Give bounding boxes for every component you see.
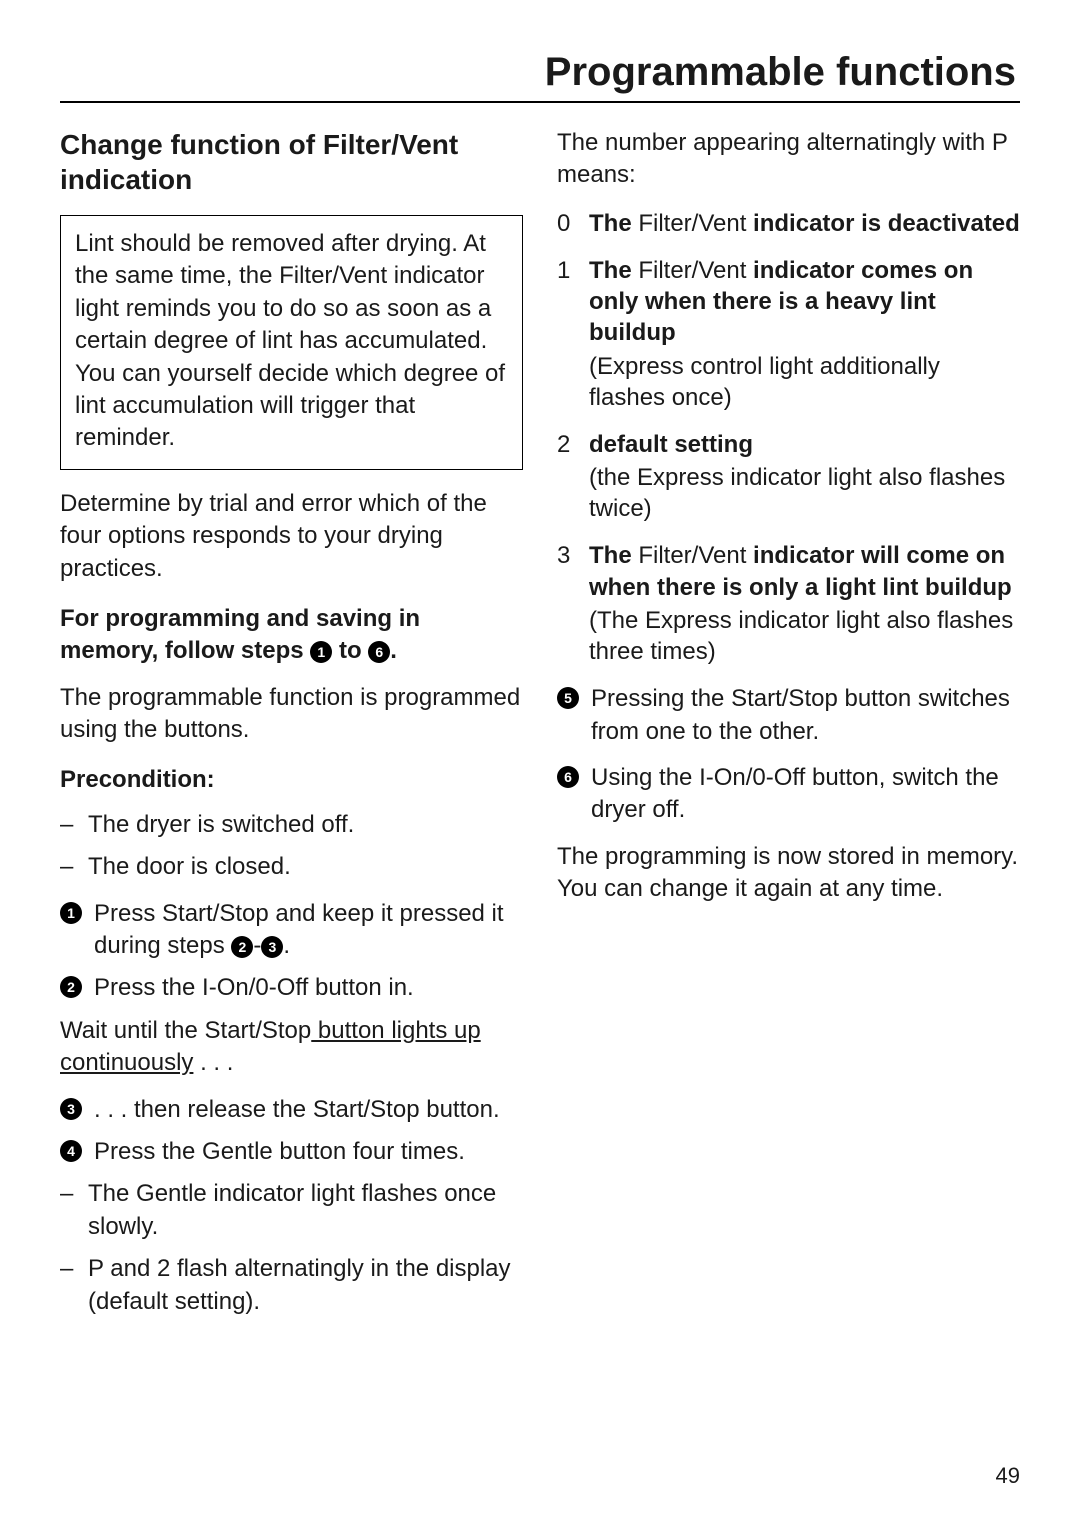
o1-sub-a: ( bbox=[589, 353, 597, 380]
start-stop-label: Start/Stop bbox=[205, 1017, 312, 1044]
filter-vent-label: Filter/Vent bbox=[638, 257, 746, 284]
right-intro: The number appearing alternatingly with … bbox=[557, 127, 1020, 192]
left-column: Change function of Filter/Vent indicatio… bbox=[60, 127, 523, 1332]
o1-a: The bbox=[589, 257, 638, 284]
o3-a: The bbox=[589, 542, 638, 569]
list-item: The dryer is switched off. bbox=[60, 809, 523, 841]
start-stop-label: Start/Stop bbox=[731, 685, 838, 712]
step-2-b: button in. bbox=[308, 974, 413, 1001]
r5-a: Pressing the bbox=[591, 685, 731, 712]
info-box-text-b: indicator light reminds you to do so as … bbox=[75, 262, 505, 451]
step-badge-2-icon: 2 bbox=[60, 976, 82, 998]
step-5: 5 Pressing the Start/Stop button switche… bbox=[557, 683, 1020, 748]
bold-c: . bbox=[390, 637, 397, 664]
section-heading: Change function of Filter/Vent indicatio… bbox=[60, 127, 523, 197]
option-2-sub: (the Express indicator light also flashe… bbox=[589, 462, 1020, 524]
step-1: 1 Press Start/Stop and keep it pressed i… bbox=[60, 898, 523, 963]
filter-vent-label: Filter/Vent bbox=[638, 542, 746, 569]
option-2: 2 default setting (the Express indicator… bbox=[557, 429, 1020, 525]
step-badge-5-icon: 5 bbox=[557, 687, 579, 709]
d3-a: The bbox=[88, 1180, 136, 1207]
step-badge-6-icon: 6 bbox=[557, 766, 579, 788]
page-title: Programmable functions bbox=[60, 50, 1020, 95]
wait-c: . . . bbox=[193, 1049, 233, 1076]
option-key-1: 1 bbox=[557, 255, 575, 413]
option-body-1: The Filter/Vent indicator comes on only … bbox=[589, 255, 1020, 413]
step-4: 4 Press the Gentle button four times. bbox=[60, 1136, 523, 1168]
step-2: 2 Press the I-On/0-Off button in. bbox=[60, 972, 523, 1004]
title-divider bbox=[60, 101, 1020, 103]
express-label: Express bbox=[637, 464, 724, 491]
bold-b: to bbox=[332, 637, 368, 664]
d4-b: and bbox=[104, 1255, 157, 1282]
step-badge-3-icon: 3 bbox=[261, 936, 283, 958]
step-1-dash: - bbox=[253, 932, 261, 959]
o2-head: default setting bbox=[589, 431, 753, 458]
step-4-a: Press the bbox=[94, 1138, 202, 1165]
list-item: P and 2 flash alternatingly in the displ… bbox=[60, 1253, 523, 1318]
option-body-3: The Filter/Vent indicator will come on w… bbox=[589, 540, 1020, 667]
bold-instruction: For programming and saving in memory, fo… bbox=[60, 603, 523, 668]
option-body-2: default setting (the Express indicator l… bbox=[589, 429, 1020, 525]
info-box: Lint should be removed after drying. At … bbox=[60, 215, 523, 470]
step-4-b: button four times. bbox=[273, 1138, 465, 1165]
step-badge-1-icon: 1 bbox=[310, 641, 332, 663]
option-body-0: The Filter/Vent indicator is deactivated bbox=[589, 208, 1020, 239]
content-columns: Change function of Filter/Vent indicatio… bbox=[60, 127, 1020, 1332]
option-3: 3 The Filter/Vent indicator will come on… bbox=[557, 540, 1020, 667]
page-number: 49 bbox=[996, 1463, 1020, 1489]
gentle-label: Gentle bbox=[202, 1138, 273, 1165]
step-3-a: . . . then release the bbox=[94, 1096, 313, 1123]
final-note: The programming is now stored in memory.… bbox=[557, 841, 1020, 906]
list-item: The door is closed. bbox=[60, 851, 523, 883]
option-key-2: 2 bbox=[557, 429, 575, 525]
step-badge-3-icon: 3 bbox=[60, 1098, 82, 1120]
express-label: Express bbox=[645, 607, 732, 634]
ion-off-label: I-On/0-Off bbox=[699, 764, 805, 791]
o0-b: indicator is deactivated bbox=[746, 210, 1019, 237]
step-badge-2-icon: 2 bbox=[231, 936, 253, 958]
o2-sub-a: (the bbox=[589, 464, 637, 491]
step-badge-6-icon: 6 bbox=[368, 641, 390, 663]
step-1-a: Press bbox=[94, 900, 162, 927]
r6-a: Using the bbox=[591, 764, 699, 791]
p-label: P bbox=[88, 1255, 104, 1282]
right-column: The number appearing alternatingly with … bbox=[557, 127, 1020, 1332]
option-key-3: 3 bbox=[557, 540, 575, 667]
paragraph-program: The programmable function is programmed … bbox=[60, 682, 523, 747]
step-badge-4-icon: 4 bbox=[60, 1140, 82, 1162]
list-item: The Gentle indicator light flashes once … bbox=[60, 1178, 523, 1243]
ion-off-label: I-On/0-Off bbox=[202, 974, 308, 1001]
step-2-a: Press the bbox=[94, 974, 202, 1001]
p-label: P bbox=[992, 129, 1008, 156]
two-label: 2 bbox=[157, 1255, 170, 1282]
paragraph-trial: Determine by trial and error which of th… bbox=[60, 488, 523, 585]
option-key-0: 0 bbox=[557, 208, 575, 239]
filter-vent-label: Filter/Vent bbox=[279, 262, 387, 289]
wait-note: Wait until the Start/Stop button lights … bbox=[60, 1015, 523, 1080]
filter-vent-label: Filter/Vent bbox=[638, 210, 746, 237]
intro-a: The number appearing alternatingly with bbox=[557, 129, 992, 156]
start-stop-label: Start/Stop bbox=[313, 1096, 420, 1123]
o0-a: The bbox=[589, 210, 638, 237]
express-label: Express bbox=[597, 353, 684, 380]
o3-sub-a: (The bbox=[589, 607, 645, 634]
step-1-c: . bbox=[283, 932, 290, 959]
precondition-heading: Precondition: bbox=[60, 764, 523, 796]
option-1: 1 The Filter/Vent indicator comes on onl… bbox=[557, 255, 1020, 413]
precondition-list: The dryer is switched off. The door is c… bbox=[60, 809, 523, 884]
step-3-b: button. bbox=[420, 1096, 500, 1123]
step-3: 3 . . . then release the Start/Stop butt… bbox=[60, 1094, 523, 1126]
step-badge-1-icon: 1 bbox=[60, 902, 82, 924]
gentle-label: Gentle bbox=[136, 1180, 207, 1207]
start-stop-label: Start/Stop bbox=[162, 900, 269, 927]
option-0: 0 The Filter/Vent indicator is deactivat… bbox=[557, 208, 1020, 239]
result-list: The Gentle indicator light flashes once … bbox=[60, 1178, 523, 1318]
wait-a: Wait until the bbox=[60, 1017, 205, 1044]
step-6: 6 Using the I-On/0-Off button, switch th… bbox=[557, 762, 1020, 827]
option-1-sub: (Express control light additionally flas… bbox=[589, 351, 1020, 413]
option-3-sub: (The Express indicator light also flashe… bbox=[589, 605, 1020, 667]
intro-b: means: bbox=[557, 161, 636, 188]
